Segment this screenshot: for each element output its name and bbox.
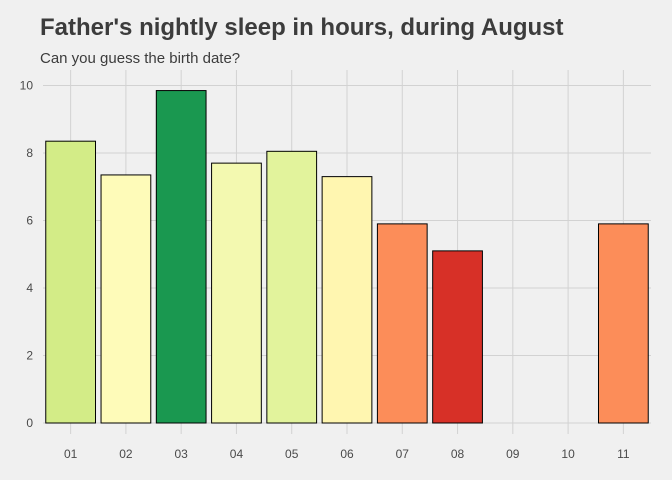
bar-07 xyxy=(376,223,428,424)
y-tick-label: 2 xyxy=(26,349,33,363)
y-tick-label: 8 xyxy=(26,146,33,160)
y-tick-label: 4 xyxy=(26,281,33,295)
x-tick-label: 09 xyxy=(506,447,520,461)
bar-04 xyxy=(211,162,262,424)
bar-05 xyxy=(266,150,318,424)
bar-06 xyxy=(321,176,373,424)
x-tick-label: 08 xyxy=(451,447,465,461)
bar-08 xyxy=(432,250,483,424)
x-tick-label: 03 xyxy=(175,447,189,461)
bar-02 xyxy=(100,174,152,424)
bar-11 xyxy=(597,223,649,424)
x-tick-label: 06 xyxy=(340,447,354,461)
x-tick-label: 04 xyxy=(230,447,244,461)
bar-01 xyxy=(45,140,97,424)
x-tick-label: 05 xyxy=(285,447,299,461)
y-tick-label: 0 xyxy=(26,416,33,430)
x-tick-label: 07 xyxy=(396,447,410,461)
y-tick-label: 6 xyxy=(26,214,33,228)
x-tick-label: 11 xyxy=(617,447,630,461)
chart-title: Father's nightly sleep in hours, during … xyxy=(40,14,564,41)
x-tick-label: 02 xyxy=(119,447,133,461)
x-tick-label: 10 xyxy=(561,447,575,461)
x-tick-label: 01 xyxy=(64,447,78,461)
y-tick-label: 10 xyxy=(20,79,34,93)
chart-subtitle: Can you guess the birth date? xyxy=(40,50,241,67)
bar-03 xyxy=(155,90,207,424)
